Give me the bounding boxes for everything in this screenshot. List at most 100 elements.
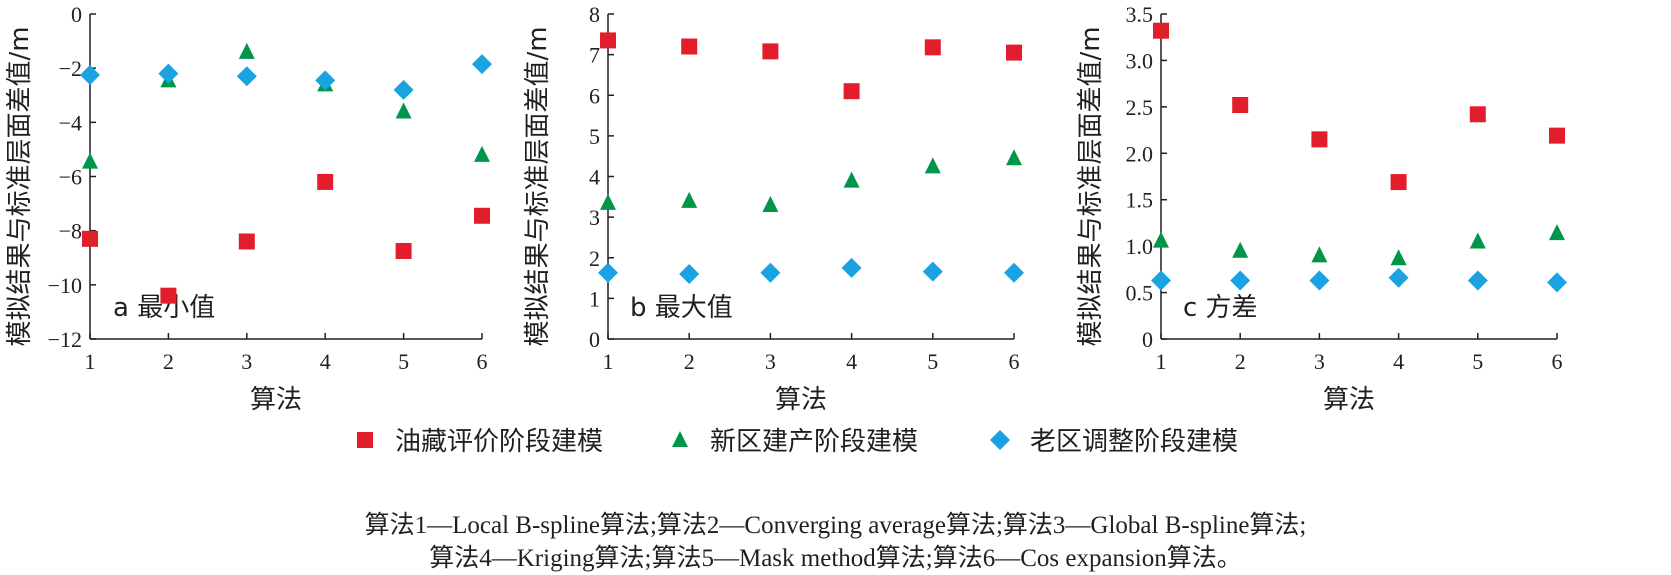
square-point — [681, 38, 698, 55]
square-point — [395, 242, 412, 259]
triangle-point — [1469, 232, 1486, 249]
square-point — [238, 233, 255, 250]
legend-diamond-marker — [990, 430, 1010, 450]
panel-label: b 最大值 — [630, 293, 733, 323]
square-point — [1390, 174, 1407, 191]
triangle-point — [762, 195, 779, 212]
y-tick-label: 3.0 — [1126, 48, 1154, 73]
triangle-point — [1006, 149, 1022, 166]
legend: 油藏评价阶段建模 新区建产阶段建模 老区调整阶段建模 — [357, 427, 1238, 457]
y-axis-title: 模拟结果与标准层面差值/m — [1076, 26, 1106, 346]
square-point — [1006, 44, 1022, 61]
diamond-point — [393, 79, 414, 100]
diamond-point — [158, 63, 179, 84]
square-point — [317, 173, 334, 190]
diamond-point — [1467, 270, 1488, 291]
square-point — [924, 39, 941, 56]
caption-line-1: 算法1—Local B-spline算法;算法2—Converging aver… — [364, 512, 1307, 539]
y-tick-label: 0.5 — [1126, 281, 1154, 306]
triangle-point — [1153, 231, 1169, 248]
square-point — [1153, 22, 1169, 39]
y-tick-label: 0 — [71, 2, 82, 27]
square-point — [1469, 106, 1486, 123]
x-tick-label: 5 — [1472, 349, 1483, 374]
triangle-point — [600, 193, 616, 210]
legend-label: 老区调整阶段建模 — [1030, 427, 1238, 457]
diamond-point — [760, 262, 781, 283]
y-tick-label: 2.0 — [1126, 141, 1154, 166]
legend-square-marker — [357, 432, 373, 448]
triangle-point — [843, 171, 860, 188]
diamond-point — [1388, 267, 1409, 288]
triangle-point — [238, 42, 255, 59]
panel-label: c 方差 — [1183, 293, 1258, 323]
triangle-point — [395, 102, 412, 119]
y-tick-label: −12 — [48, 327, 82, 352]
square-point — [82, 230, 98, 247]
y-tick-label: 5 — [589, 124, 600, 149]
y-tick-label: −6 — [59, 165, 82, 190]
y-tick-label: 4 — [589, 165, 600, 190]
triangle-point — [681, 191, 698, 208]
x-tick-label: 3 — [765, 349, 776, 374]
x-tick-label: 4 — [846, 349, 857, 374]
x-tick-label: 6 — [477, 349, 488, 374]
x-tick-label: 2 — [1235, 349, 1246, 374]
y-tick-label: −2 — [59, 56, 82, 81]
triangle-point — [1311, 246, 1328, 263]
caption-line-2: 算法4—Kriging算法;算法5—Mask method算法;算法6—Cos … — [429, 545, 1242, 572]
x-tick-label: 1 — [1156, 349, 1167, 374]
diamond-point — [1151, 270, 1171, 291]
legend-label: 新区建产阶段建模 — [710, 427, 918, 457]
triangle-point — [82, 152, 98, 169]
triangle-point — [924, 157, 941, 174]
square-point — [474, 207, 490, 224]
x-tick-label: 1 — [603, 349, 614, 374]
x-tick-label: 3 — [241, 349, 252, 374]
square-point — [1311, 131, 1328, 148]
y-tick-label: 1.5 — [1126, 188, 1154, 213]
x-tick-label: 5 — [398, 349, 409, 374]
x-tick-label: 4 — [320, 349, 331, 374]
x-axis-title: 算法 — [250, 385, 302, 415]
y-tick-label: −10 — [48, 273, 82, 298]
legend-label: 油藏评价阶段建模 — [395, 427, 603, 457]
triangle-point — [1390, 249, 1407, 266]
x-tick-label: 1 — [85, 349, 96, 374]
x-tick-label: 2 — [163, 349, 174, 374]
diamond-point — [679, 264, 700, 284]
diamond-point — [315, 70, 336, 91]
y-tick-label: 6 — [589, 83, 600, 108]
square-point — [762, 43, 779, 60]
diamond-point — [236, 66, 257, 87]
diamond-point — [1309, 270, 1330, 291]
x-tick-label: 3 — [1314, 349, 1325, 374]
square-point — [1232, 97, 1249, 113]
triangle-point — [474, 145, 490, 162]
square-point — [1549, 127, 1565, 144]
x-tick-label: 6 — [1009, 349, 1020, 374]
x-axis-title: 算法 — [1323, 385, 1375, 415]
y-tick-label: 1 — [589, 286, 600, 311]
y-tick-label: −4 — [59, 110, 82, 135]
diamond-point — [1230, 270, 1251, 291]
y-tick-label: 7 — [589, 43, 600, 68]
x-tick-label: 4 — [1393, 349, 1404, 374]
y-axis-title: 模拟结果与标准层面差值/m — [5, 26, 35, 346]
y-tick-label: 0 — [589, 327, 600, 352]
y-tick-label: −8 — [59, 219, 82, 244]
y-axis-title: 模拟结果与标准层面差值/m — [523, 26, 553, 346]
y-tick-label: 3 — [589, 205, 600, 230]
x-axis-title: 算法 — [775, 385, 827, 415]
legend-triangle-marker — [672, 431, 688, 447]
x-tick-label: 2 — [684, 349, 695, 374]
x-tick-label: 6 — [1552, 349, 1563, 374]
y-tick-label: 0 — [1142, 327, 1153, 352]
diamond-point — [922, 261, 943, 282]
y-tick-label: 2 — [589, 246, 600, 271]
diamond-point — [1547, 272, 1567, 293]
y-tick-label: 2.5 — [1126, 95, 1154, 120]
square-point — [600, 32, 616, 49]
